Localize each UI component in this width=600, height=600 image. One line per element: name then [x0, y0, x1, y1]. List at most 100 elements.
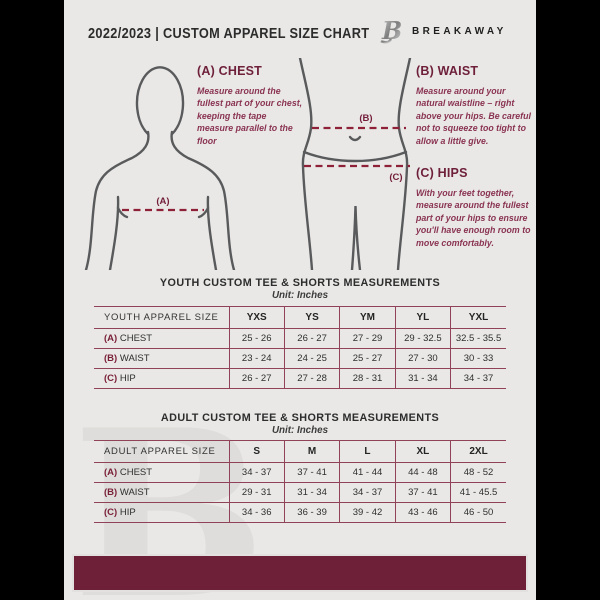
- size-value-cell: 30 - 33: [450, 348, 506, 369]
- chest-guide-description: Measure around the fullest part of your …: [197, 86, 303, 146]
- breakaway-logo-icon: B: [377, 16, 402, 45]
- size-value-cell: 34 - 37: [339, 482, 396, 503]
- size-value-cell: 32.5 - 35.5: [450, 328, 506, 349]
- adult-size-table: ADULT APPAREL SIZE S M L XL 2XL (A) CHEST 34 - …: [94, 440, 506, 523]
- row-marker-prefix: (A): [104, 467, 118, 478]
- logo-letter: B: [381, 16, 402, 45]
- left-inner-arm-line: [108, 195, 120, 270]
- row-label-cell: (C) HIP: [104, 507, 136, 518]
- row-label-cell: (C) HIP: [104, 373, 136, 384]
- right-hip-leg-outline: [396, 58, 412, 270]
- size-value-cell: 36 - 39: [283, 502, 340, 523]
- adult-section-title: ADULT CUSTOM TEE & SHORTS MEASUREMENTS: [160, 412, 440, 424]
- row-label-cell: (A) CHEST: [104, 467, 153, 478]
- right-armpit-tick: [197, 206, 210, 219]
- row-marker-prefix: (B): [104, 487, 118, 498]
- table-row: (C) HIP 34 - 36 36 - 39 39 - 42 43 - 46 46 - …: [94, 502, 506, 523]
- page-title: 2022/2023 | CUSTOM APPAREL SIZE CHART: [88, 25, 370, 42]
- row-marker-prefix: (A): [104, 333, 118, 344]
- size-value-cell: 31 - 34: [394, 368, 451, 389]
- size-header-cell: YL: [394, 306, 451, 329]
- row-marker-prefix: (C): [104, 373, 118, 384]
- adult-unit-label: Unit: Inches: [271, 425, 329, 436]
- size-column-title: ADULT APPAREL SIZE: [104, 446, 216, 457]
- size-header-cell: YXS: [228, 306, 285, 329]
- hips-guide-block: (C) HIPS With your feet together, measur…: [416, 166, 534, 249]
- head-outline: [135, 66, 185, 136]
- size-column-title: YOUTH APPAREL SIZE: [104, 312, 219, 323]
- size-header-cell: XL: [394, 440, 451, 463]
- chest-marker-label: (A): [156, 196, 169, 207]
- table-row: (A) CHEST 25 - 26 26 - 27 27 - 29 29 - 32.5 3…: [94, 328, 506, 349]
- right-inner-arm-line: [206, 195, 218, 270]
- youth-unit-label: Unit: Inches: [271, 290, 329, 301]
- size-header-cell: M: [283, 440, 340, 463]
- size-value-cell: 27 - 30: [394, 348, 451, 369]
- size-header-cell: 2XL: [450, 440, 506, 463]
- size-header-cell: S: [228, 440, 285, 463]
- size-value-cell: 31 - 34: [283, 482, 340, 503]
- size-chart-page: B 2022/2023 | CUSTOM APPAREL SIZE CHART …: [64, 0, 536, 600]
- size-value-cell: 23 - 24: [228, 348, 285, 369]
- size-header-cell: YXL: [450, 306, 506, 329]
- size-value-cell: 37 - 41: [283, 462, 340, 483]
- size-value-cell: 29 - 31: [228, 482, 285, 503]
- inner-leg-lines: [350, 205, 362, 270]
- left-armpit-tick: [116, 206, 129, 219]
- size-value-cell: 24 - 25: [283, 348, 340, 369]
- size-value-cell: 44 - 48: [394, 462, 451, 483]
- size-value-cell: 34 - 37: [450, 368, 506, 389]
- waistband-curve: [302, 150, 408, 163]
- navel-mark: [348, 135, 362, 142]
- torso-diagram: (A): [84, 66, 236, 270]
- size-value-cell: 46 - 50: [450, 502, 506, 523]
- table-header-row: ADULT APPAREL SIZE S M L XL 2XL: [94, 440, 506, 463]
- waist-marker-label: (B): [359, 113, 372, 124]
- hips-guide-heading: (C) HIPS: [416, 166, 468, 180]
- size-header-cell: L: [339, 440, 396, 463]
- size-header-cell: YM: [339, 306, 396, 329]
- table-header-row: YOUTH APPAREL SIZE YXS YS YM YL YXL: [94, 306, 506, 329]
- size-value-cell: 26 - 27: [283, 328, 340, 349]
- size-value-cell: 41 - 44: [339, 462, 396, 483]
- chest-guide-block: (A) CHEST Measure around the fullest par…: [197, 64, 303, 147]
- youth-size-table: YOUTH APPAREL SIZE YXS YS YM YL YXL (A) CHEST 2…: [94, 306, 506, 389]
- size-value-cell: 25 - 26: [228, 328, 285, 349]
- waist-guide-heading: (B) WAIST: [416, 64, 479, 78]
- size-value-cell: 29 - 32.5: [394, 328, 451, 349]
- brand-name: BREAKAWAY: [412, 26, 507, 37]
- footer-accent-bar: [72, 554, 528, 592]
- size-value-cell: 27 - 29: [339, 328, 396, 349]
- size-value-cell: 39 - 42: [339, 502, 396, 523]
- size-value-cell: 48 - 52: [450, 462, 506, 483]
- size-value-cell: 27 - 28: [283, 368, 340, 389]
- table-row: (C) HIP 26 - 27 27 - 28 28 - 31 31 - 34 34 - …: [94, 368, 506, 389]
- size-value-cell: 41 - 45.5: [450, 482, 506, 503]
- row-marker-prefix: (C): [104, 507, 118, 518]
- hips-guide-description: With your feet together, measure around …: [416, 188, 531, 248]
- hip-marker-label: (C): [389, 172, 402, 183]
- row-label-cell: (B) WAIST: [104, 353, 150, 364]
- size-value-cell: 25 - 27: [339, 348, 396, 369]
- size-value-cell: 26 - 27: [228, 368, 285, 389]
- row-label-cell: (A) CHEST: [104, 333, 153, 344]
- size-value-cell: 43 - 46: [394, 502, 451, 523]
- right-shoulder-arm-outline: [170, 130, 236, 270]
- youth-section-title: YOUTH CUSTOM TEE & SHORTS MEASUREMENTS: [159, 277, 441, 289]
- left-shoulder-arm-outline: [84, 130, 150, 270]
- waist-guide-block: (B) WAIST Measure around your natural wa…: [416, 64, 534, 147]
- brand-lockup: B BREAKAWAY: [374, 13, 507, 45]
- table-row: (B) WAIST 23 - 24 24 - 25 25 - 27 27 - 30 30 …: [94, 348, 506, 369]
- size-header-cell: YS: [283, 306, 340, 329]
- size-value-cell: 37 - 41: [394, 482, 451, 503]
- lower-body-diagram: (B) (C): [298, 58, 412, 270]
- table-row: (A) CHEST 34 - 37 37 - 41 41 - 44 44 - 48 48 …: [94, 462, 506, 483]
- chest-guide-heading: (A) CHEST: [197, 64, 262, 78]
- size-value-cell: 34 - 37: [228, 462, 285, 483]
- size-value-cell: 34 - 36: [228, 502, 285, 523]
- row-label-cell: (B) WAIST: [104, 487, 150, 498]
- row-marker-prefix: (B): [104, 353, 118, 364]
- waist-guide-description: Measure around your natural waistline – …: [416, 86, 531, 146]
- table-row: (B) WAIST 29 - 31 31 - 34 34 - 37 37 - 41 41 …: [94, 482, 506, 503]
- size-value-cell: 28 - 31: [339, 368, 396, 389]
